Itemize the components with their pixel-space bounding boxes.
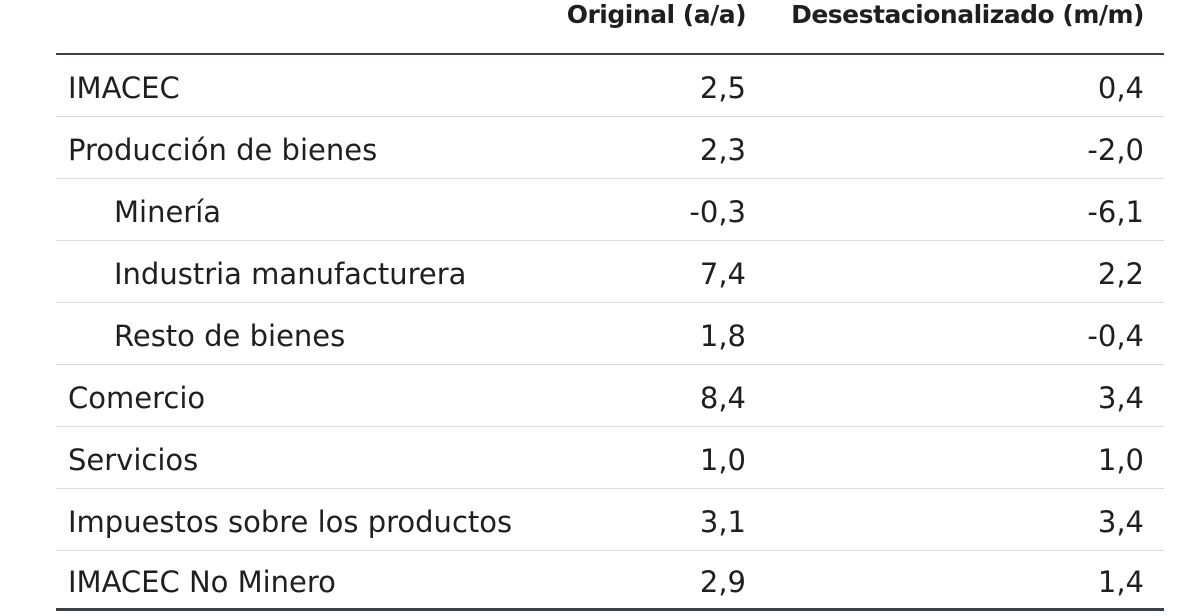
table-row: Impuestos sobre los productos 3,1 3,4: [56, 489, 1164, 551]
table-row: IMACEC 2,5 0,4: [56, 55, 1164, 117]
table-header: Original (a/a) Desestacionalizado (m/m): [56, 0, 1164, 55]
table-row: Servicios 1,0 1,0: [56, 427, 1164, 489]
row-desestacionalizado-value: 1,4: [1097, 565, 1144, 599]
row-original-value: 2,5: [699, 71, 746, 105]
table-row: IMACEC No Minero 2,9 1,4: [56, 551, 1164, 611]
table-row: Comercio 8,4 3,4: [56, 365, 1164, 427]
row-label: Servicios: [68, 443, 199, 477]
table-row: Producción de bienes 2,3 -2,0: [56, 117, 1164, 179]
row-label: IMACEC No Minero: [68, 565, 336, 599]
row-label: Comercio: [68, 381, 206, 415]
row-original-value: 8,4: [699, 381, 746, 415]
row-label: Resto de bienes: [114, 319, 346, 353]
row-label: IMACEC: [68, 71, 180, 105]
row-label: Impuestos sobre los productos: [68, 505, 513, 539]
row-desestacionalizado-value: 0,4: [1097, 71, 1144, 105]
table-row: Minería -0,3 -6,1: [56, 179, 1164, 241]
row-desestacionalizado-value: 3,4: [1097, 381, 1144, 415]
row-desestacionalizado-value: 1,0: [1097, 443, 1144, 477]
row-desestacionalizado-value: -2,0: [1087, 133, 1144, 167]
row-original-value: -0,3: [689, 195, 746, 229]
row-original-value: 1,8: [699, 319, 746, 353]
row-original-value: 3,1: [699, 505, 746, 539]
row-desestacionalizado-value: 3,4: [1097, 505, 1144, 539]
data-table: Original (a/a) Desestacionalizado (m/m) …: [56, 0, 1164, 611]
row-label: Industria manufacturera: [114, 257, 467, 291]
table-row: Resto de bienes 1,8 -0,4: [56, 303, 1164, 365]
row-original-value: 2,3: [699, 133, 746, 167]
row-desestacionalizado-value: -0,4: [1087, 319, 1144, 353]
row-label: Minería: [114, 195, 222, 229]
row-original-value: 7,4: [699, 257, 746, 291]
header-original: Original (a/a): [566, 0, 747, 29]
row-desestacionalizado-value: 2,2: [1097, 257, 1144, 291]
table-row: Industria manufacturera 7,4 2,2: [56, 241, 1164, 303]
row-desestacionalizado-value: -6,1: [1087, 195, 1144, 229]
row-original-value: 1,0: [699, 443, 746, 477]
row-label: Producción de bienes: [68, 133, 378, 167]
row-original-value: 2,9: [699, 565, 746, 599]
header-desestacionalizado: Desestacionalizado (m/m): [791, 0, 1144, 29]
